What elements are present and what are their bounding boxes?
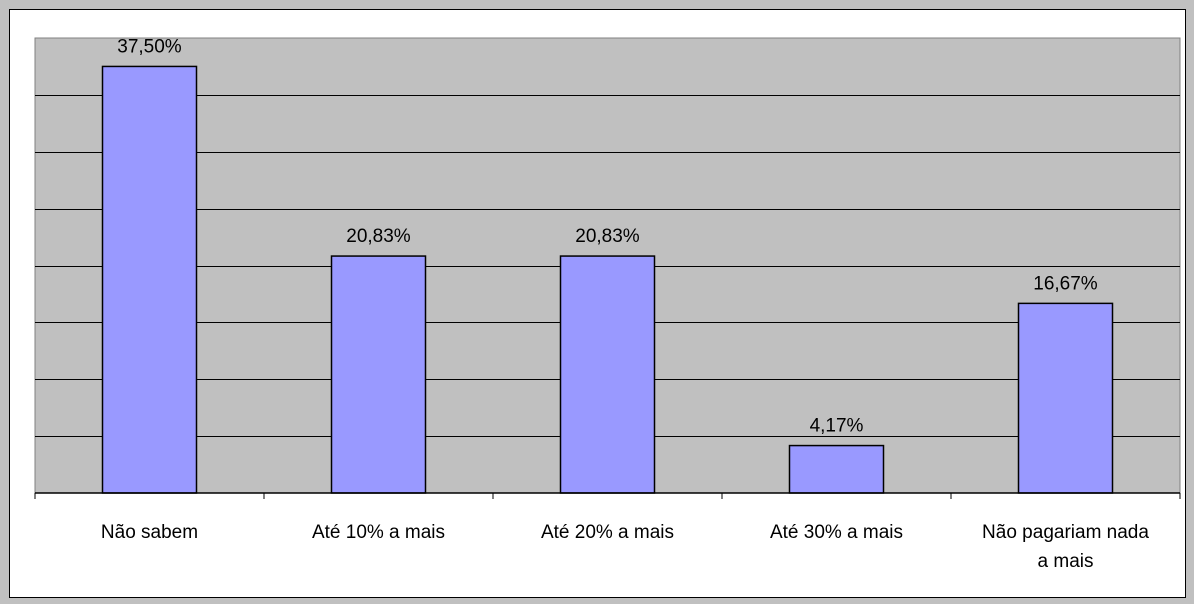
x-axis-labels: Não sabem Até 10% a mais Até 20% a mais Até… [101, 522, 1149, 572]
x-axis-ticks [34, 493, 1181, 499]
x-tick-label: Não sabem [101, 522, 198, 543]
chart-container: 37,50% 20,83% 20,83% 4,17% 16,67% Não sabem A… [9, 9, 1186, 598]
x-tick-label: Até 20% a mais [541, 522, 674, 543]
data-label: 37,50% [117, 36, 182, 57]
gridlines [35, 95, 1180, 437]
bar [101, 65, 198, 494]
x-tick-label: Até 30% a mais [770, 522, 903, 543]
bar-chart: 37,50% 20,83% 20,83% 4,17% 16,67% Não sabem A… [34, 36, 1181, 572]
bar [788, 444, 885, 494]
bar [559, 255, 656, 494]
data-label: 16,67% [1033, 273, 1098, 294]
x-tick-label: Até 10% a mais [312, 522, 445, 543]
bar [1017, 302, 1114, 494]
data-label: 20,83% [346, 226, 411, 247]
bar [330, 255, 427, 494]
data-label: 4,17% [810, 416, 864, 437]
x-tick-label: a mais [1038, 551, 1094, 572]
data-labels: 37,50% 20,83% 20,83% 4,17% 16,67% [117, 36, 1098, 436]
bars [101, 65, 1114, 494]
x-tick-label: Não pagariam nada [982, 522, 1149, 543]
data-label: 20,83% [575, 226, 640, 247]
